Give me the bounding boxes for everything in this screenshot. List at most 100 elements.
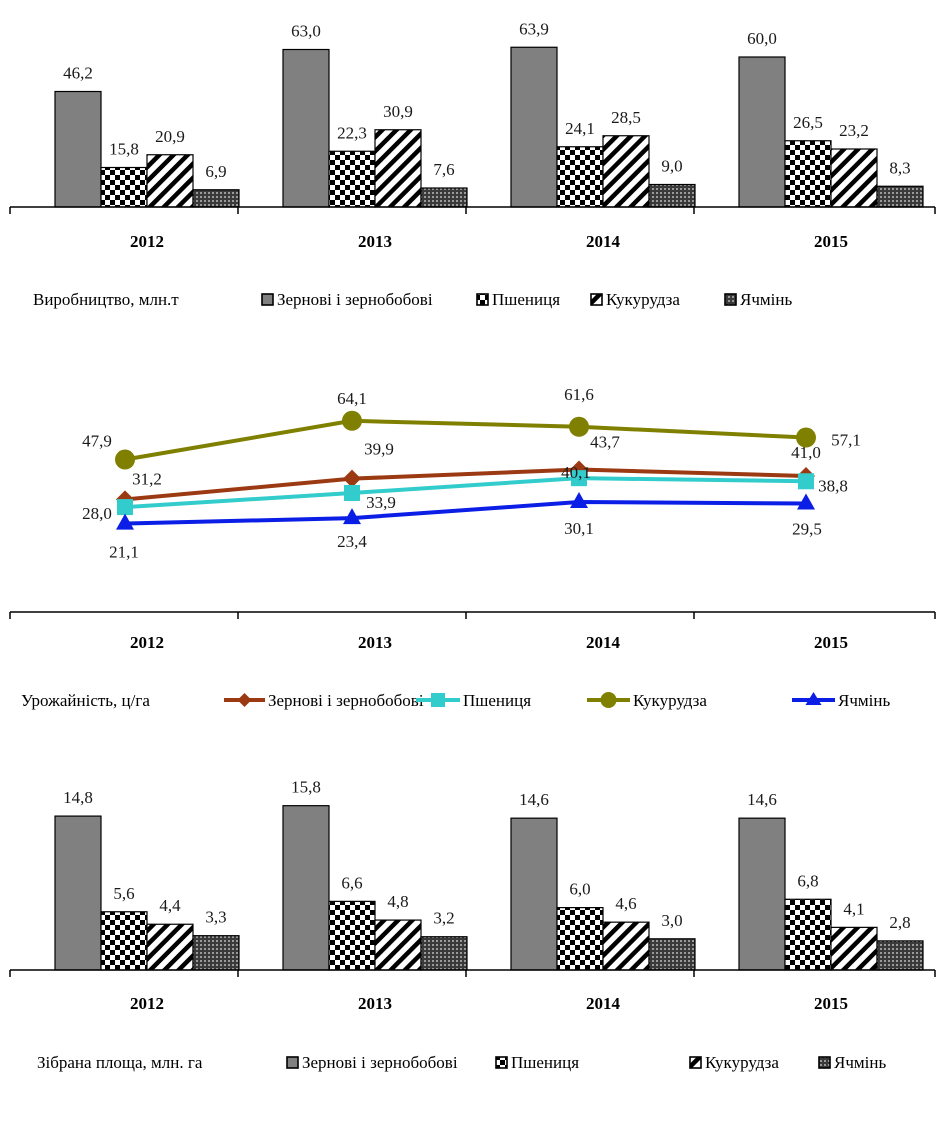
point-marker — [115, 449, 135, 470]
bar-chart-1: 46,2 63,0 63,9 60,0 15,8 22,3 24,1 26,5 20,9 30,9… — [9, 19, 936, 309]
data-label: 30,9 — [383, 102, 413, 121]
series-line — [124, 500, 807, 526]
series-line — [124, 418, 807, 462]
data-label: 28,5 — [611, 108, 641, 127]
data-label: 6,8 — [797, 871, 818, 890]
data-label: 24,1 — [565, 119, 595, 138]
data-label: 57,1 — [831, 431, 861, 450]
x-tick-label: 2013 — [358, 232, 392, 251]
data-label: 31,2 — [132, 469, 162, 488]
point-marker — [117, 499, 133, 516]
bar — [328, 150, 376, 208]
bar — [54, 815, 102, 971]
series-line — [124, 467, 807, 502]
bar — [510, 46, 558, 208]
data-label: 4,1 — [843, 899, 864, 918]
legend-label: Кукурудза — [606, 290, 680, 309]
bar — [602, 921, 650, 971]
legend-swatch — [724, 293, 737, 306]
legend-label: Ячмінь — [838, 691, 890, 710]
data-label: 3,3 — [205, 908, 226, 927]
data-label: 6,6 — [341, 873, 362, 892]
x-tick-label: 2014 — [586, 633, 621, 652]
bar — [602, 135, 650, 208]
point-marker — [569, 416, 589, 437]
point-marker — [116, 513, 134, 530]
point-marker — [797, 493, 815, 510]
data-label: 38,8 — [818, 476, 848, 495]
legend-label: Пшениця — [511, 1053, 579, 1072]
bar — [738, 56, 786, 208]
data-label: 2,8 — [889, 913, 910, 932]
bar — [420, 936, 468, 971]
x-tick-label: 2014 — [586, 232, 621, 251]
legend-label: Зернові і зернобобові — [302, 1053, 458, 1072]
data-label: 40,1 — [561, 463, 591, 482]
point-marker — [570, 492, 588, 509]
legend-label: Кукурудза — [633, 691, 707, 710]
data-label: 14,8 — [63, 788, 93, 807]
data-label: 15,8 — [291, 778, 321, 797]
data-label: 23,4 — [337, 532, 367, 551]
data-label: 8,3 — [889, 158, 910, 177]
bar — [510, 817, 558, 971]
data-label: 39,9 — [364, 440, 394, 459]
data-label: 20,9 — [155, 127, 185, 146]
x-tick-label: 2015 — [814, 633, 848, 652]
legend-swatch — [818, 1056, 831, 1069]
bar — [100, 166, 148, 208]
legend-label: Ячмінь — [834, 1053, 886, 1072]
series-line — [124, 476, 807, 510]
bar — [784, 898, 832, 971]
data-label: 14,6 — [519, 790, 549, 809]
legend: Урожайність, ц/га Зернові і зернобобові Пш… — [21, 691, 890, 710]
bar — [146, 154, 194, 208]
data-label: 33,9 — [366, 493, 396, 512]
data-label: 41,0 — [791, 443, 821, 462]
data-label: 9,0 — [661, 157, 682, 176]
x-tick-label: 2013 — [358, 633, 392, 652]
data-label: 15,8 — [109, 140, 139, 159]
data-label: 3,0 — [661, 911, 682, 930]
legend-label: Пшениця — [463, 691, 531, 710]
data-label: 61,6 — [564, 385, 594, 404]
data-label: 4,8 — [387, 892, 408, 911]
data-label: 4,4 — [159, 896, 181, 915]
data-label: 7,6 — [433, 160, 454, 179]
point-marker — [571, 470, 587, 487]
data-label: 46,2 — [63, 64, 93, 83]
data-label: 28,0 — [82, 504, 112, 523]
x-tick-label: 2015 — [814, 232, 848, 251]
legend-swatch — [590, 293, 603, 306]
legend: Виробництво, млн.т Зернові і зернобобові П… — [33, 290, 792, 309]
data-label: 3,2 — [433, 909, 454, 928]
data-label: 30,1 — [564, 519, 594, 538]
point-marker — [344, 484, 360, 501]
legend-swatch — [495, 1056, 508, 1069]
point-marker — [343, 469, 361, 488]
bar — [374, 129, 422, 208]
bar — [876, 940, 924, 971]
bar — [648, 183, 696, 208]
legend-title: Виробництво, млн.т — [33, 290, 179, 309]
bar — [192, 189, 240, 208]
legend-marker — [600, 692, 617, 708]
x-tick-label: 2015 — [814, 994, 848, 1013]
legend-title: Урожайність, ц/га — [21, 691, 150, 710]
bar — [54, 90, 102, 208]
point-marker — [796, 427, 816, 448]
x-tick-label: 2013 — [358, 994, 392, 1013]
bar — [192, 935, 240, 971]
legend-label: Пшениця — [492, 290, 560, 309]
legend-marker — [237, 693, 252, 707]
data-label: 63,9 — [519, 19, 549, 38]
data-label: 60,0 — [747, 29, 777, 48]
data-label: 63,0 — [291, 22, 321, 41]
data-label: 5,6 — [113, 884, 134, 903]
x-tick-label: 2012 — [130, 994, 164, 1013]
bar — [556, 906, 604, 971]
line-chart: 31,2 39,9 43,7 41,0 28,0 33,9 40,1 38,8 47,9 64,1… — [9, 385, 936, 710]
data-label: 21,1 — [109, 543, 139, 562]
bar-chart-3: 14,8 15,8 14,6 14,6 5,6 6,6 6,0 6,8 4,4 4,8 4,6 4,1… — [9, 778, 936, 1072]
